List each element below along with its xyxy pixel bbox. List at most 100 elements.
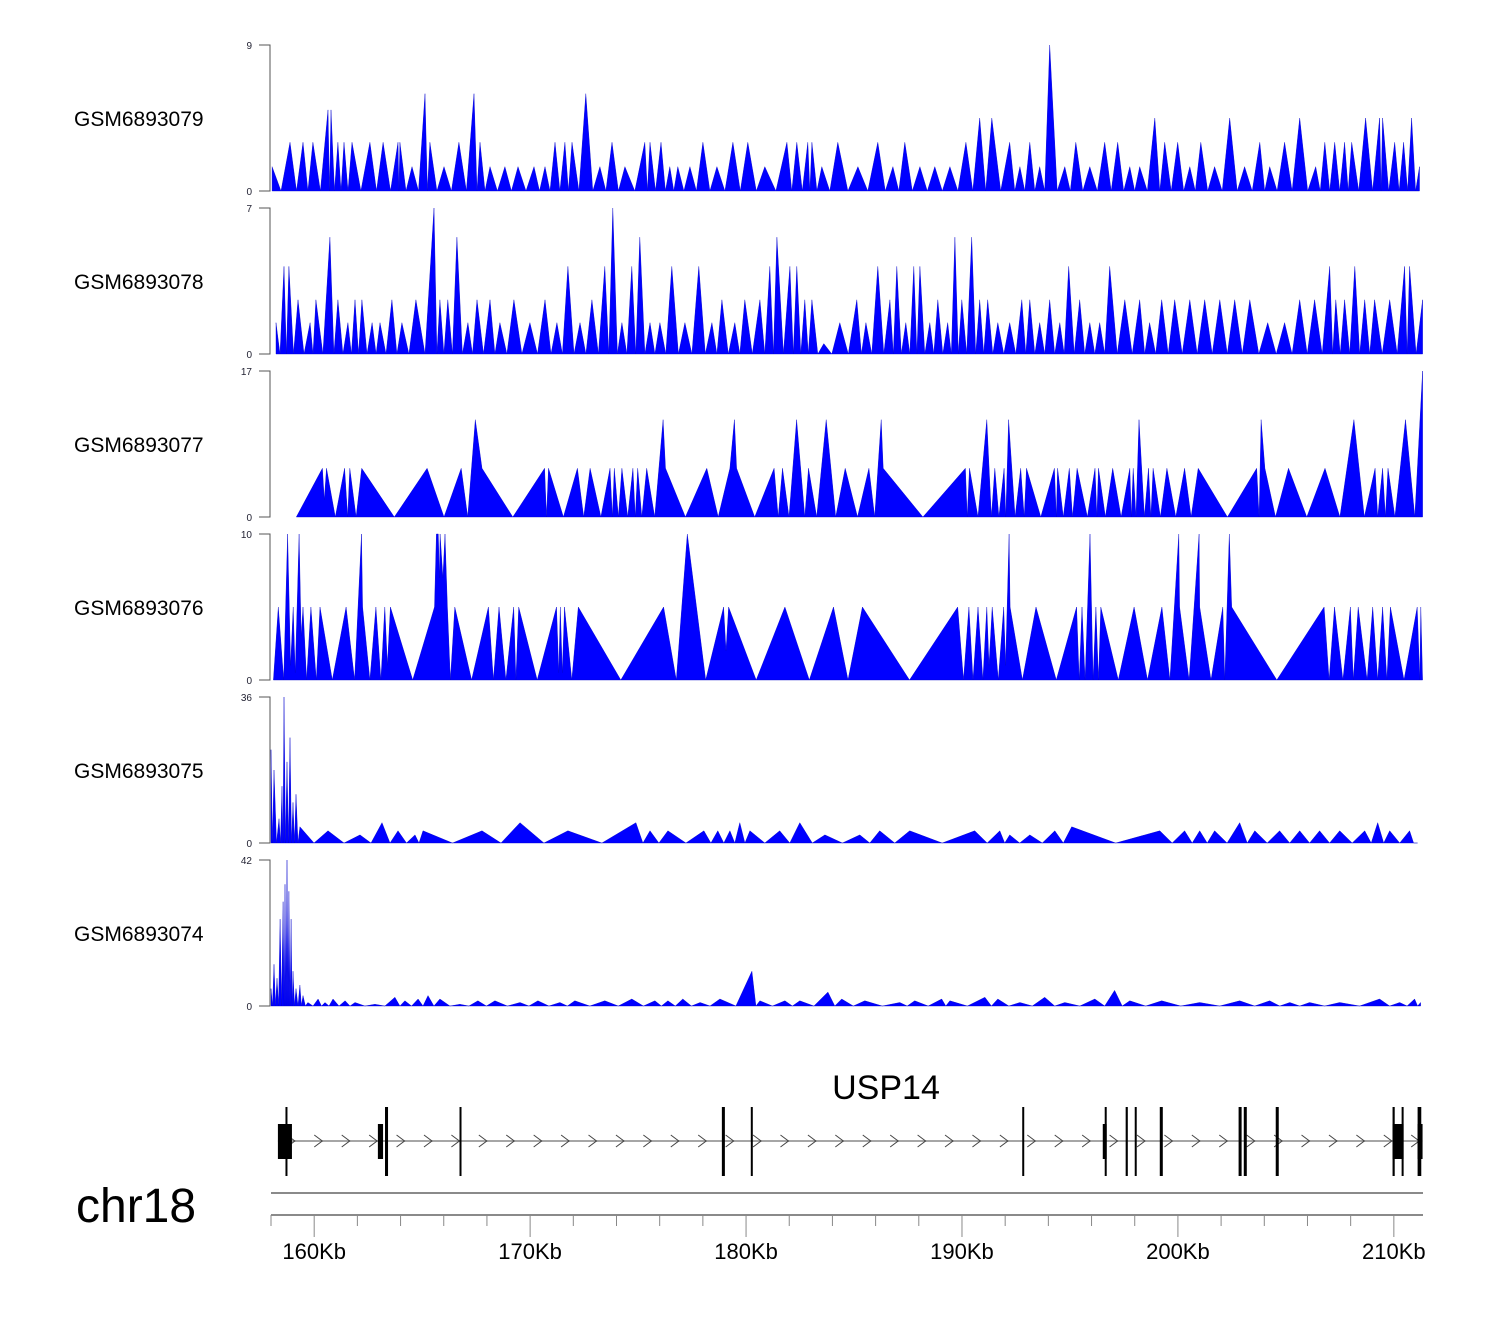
strand-arrow-icon [505, 1134, 516, 1148]
signal-area [295, 370, 1423, 518]
strand-arrow-icon [1027, 1134, 1037, 1148]
exon-block [1417, 1107, 1422, 1176]
strand-arrow-icon [560, 1134, 570, 1148]
x-tick-label: 210Kb [1362, 1239, 1426, 1264]
exon-block [1022, 1107, 1025, 1176]
track-GSM6893076: GSM6893076 10 0 [74, 530, 1423, 687]
exon-block [1159, 1107, 1163, 1176]
x-tick-label: 170Kb [498, 1239, 562, 1264]
track-GSM6893078: GSM6893078 7 0 [74, 204, 1423, 361]
utr-block [377, 1124, 384, 1159]
signal-area [270, 859, 1421, 1007]
exon-block [1125, 1107, 1128, 1176]
strand-arrow-icon [1301, 1134, 1311, 1148]
exon-block [750, 1107, 753, 1176]
chromosome-label: chr18 [76, 1180, 196, 1233]
strand-arrow-icon [972, 1134, 982, 1148]
strand-arrow-icon [341, 1134, 351, 1148]
strand-arrow-icon [533, 1134, 543, 1148]
strand-arrow-icon [1356, 1134, 1366, 1148]
strand-arrow-icon [615, 1134, 625, 1148]
track-label: GSM6893074 [74, 923, 204, 946]
exon-block [1243, 1107, 1247, 1176]
gene-name-label: USP14 [832, 1069, 940, 1107]
x-tick-label: 180Kb [714, 1239, 778, 1264]
y-min-label: 0 [246, 513, 252, 524]
exon-block [1104, 1107, 1107, 1176]
y-max-label: 9 [246, 41, 252, 52]
signal-area [270, 696, 1418, 844]
strand-arrow-icon [917, 1134, 927, 1148]
y-min-label: 0 [246, 676, 252, 687]
track-label: GSM6893078 [74, 271, 204, 294]
strand-arrow-icon [368, 1134, 378, 1148]
strand-arrow-icon [752, 1134, 762, 1148]
x-tick-label: 190Kb [930, 1239, 994, 1264]
exon-block [1401, 1107, 1404, 1176]
strand-arrow-icon [643, 1134, 653, 1148]
y-max-label: 7 [246, 204, 252, 215]
y-axis [259, 859, 271, 1007]
exon-block [459, 1107, 462, 1176]
track-label: GSM6893076 [74, 597, 204, 620]
y-max-label: 36 [241, 693, 253, 704]
track-label: GSM6893077 [74, 434, 204, 457]
y-axis [259, 696, 271, 844]
strand-arrow-icon [1328, 1134, 1338, 1148]
exon-block [285, 1107, 288, 1176]
y-max-label: 17 [241, 367, 253, 378]
exon-block [1134, 1107, 1137, 1176]
signal-area [275, 207, 1423, 355]
signal-area [273, 533, 1423, 681]
utr-block [277, 1124, 292, 1159]
y-max-label: 42 [241, 856, 253, 867]
strand-arrow-icon [697, 1134, 708, 1148]
strand-arrow-icon [1218, 1134, 1229, 1148]
track-label: GSM6893075 [74, 760, 204, 783]
strand-arrow-icon [1054, 1134, 1064, 1148]
strand-arrow-icon [423, 1134, 433, 1148]
strand-arrow-icon [313, 1134, 324, 1148]
x-tick-label: 160Kb [282, 1239, 346, 1264]
y-min-label: 0 [246, 187, 252, 198]
strand-arrow-icon [1246, 1134, 1256, 1148]
data-tracks: GSM689307990GSM689307870GSM6893077170GSM… [74, 41, 1423, 1013]
strand-arrow-icon [999, 1134, 1009, 1148]
exon-block [721, 1107, 725, 1176]
strand-arrow-icon [670, 1134, 680, 1148]
y-axis [259, 533, 271, 681]
strand-arrow-icon [451, 1134, 461, 1148]
strand-arrow-icon [807, 1134, 817, 1148]
y-axis [259, 370, 271, 518]
gene-track: USP14 [277, 1069, 1423, 1176]
strand-arrow-icon [396, 1134, 406, 1148]
strand-arrow-icon [862, 1134, 872, 1148]
strand-arrow-icon [835, 1134, 845, 1148]
strand-arrow-icon [1109, 1134, 1119, 1148]
y-axis [259, 207, 271, 355]
track-GSM6893074: GSM6893074 42 0 [74, 856, 1421, 1013]
y-min-label: 0 [246, 1002, 252, 1013]
genome-axis: 160Kb 170Kb 180Kb 190Kb 200Kb 210Kb [270, 1192, 1426, 1264]
track-GSM6893079: GSM6893079 9 0 [74, 41, 1420, 198]
y-axis [259, 44, 271, 192]
y-max-label: 10 [241, 530, 253, 541]
utr-block [1392, 1124, 1404, 1159]
strand-arrow-icon [1136, 1134, 1146, 1148]
strand-arrow-icon [944, 1134, 954, 1148]
strand-arrow-icon [1164, 1134, 1174, 1148]
strand-arrow-icon [1191, 1134, 1201, 1148]
strand-arrow-icon [725, 1134, 735, 1148]
track-label: GSM6893079 [74, 108, 204, 131]
exon-block [1275, 1107, 1279, 1176]
exon-block [1238, 1107, 1242, 1176]
signal-area [271, 44, 1420, 192]
x-tick-label: 200Kb [1146, 1239, 1210, 1264]
strand-arrow-icon [588, 1134, 598, 1148]
y-min-label: 0 [246, 350, 252, 361]
strand-arrow-icon [1081, 1134, 1091, 1148]
track-GSM6893077: GSM6893077 17 0 [74, 367, 1423, 524]
y-min-label: 0 [246, 839, 252, 850]
strand-arrow-icon [478, 1134, 488, 1148]
